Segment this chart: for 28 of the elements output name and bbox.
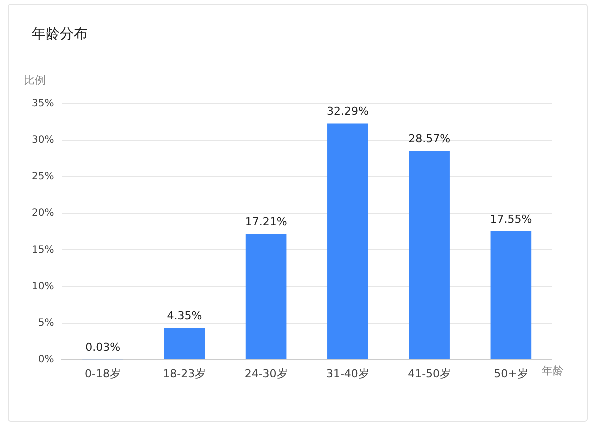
y-tick-label: 5% (38, 318, 54, 329)
bar (246, 234, 287, 360)
x-axis-title: 年龄 (542, 364, 564, 378)
data-label: 4.35% (167, 309, 202, 322)
data-label: 17.21% (245, 215, 288, 228)
x-tick-label: 0-18岁 (85, 367, 122, 380)
y-tick-label: 35% (32, 98, 54, 110)
y-tick-label: 0% (38, 354, 54, 366)
x-tick-label: 50+岁 (494, 367, 528, 380)
y-tick-label: 25% (32, 172, 54, 183)
bar (409, 150, 450, 360)
y-tick-label: 20% (32, 208, 54, 220)
bar (490, 232, 532, 360)
data-label: 32.29% (326, 105, 369, 118)
y-tick-label: 10% (32, 281, 54, 292)
y-axis-title: 比例 (24, 74, 46, 87)
chart-title: 年龄分布 (32, 26, 88, 43)
data-label: 28.57% (408, 132, 451, 146)
bar (164, 328, 206, 360)
x-tick-label: 31-40岁 (326, 367, 370, 380)
bar (328, 124, 368, 360)
x-tick-label: 41-50岁 (408, 367, 452, 380)
y-tick-label: 30% (32, 135, 54, 146)
x-tick-label: 24-30岁 (244, 367, 288, 380)
x-tick-label: 18-23岁 (163, 367, 206, 380)
y-tick-label: 15% (32, 244, 54, 256)
data-label: 0.03% (86, 340, 121, 354)
data-label: 17.55% (490, 212, 532, 226)
